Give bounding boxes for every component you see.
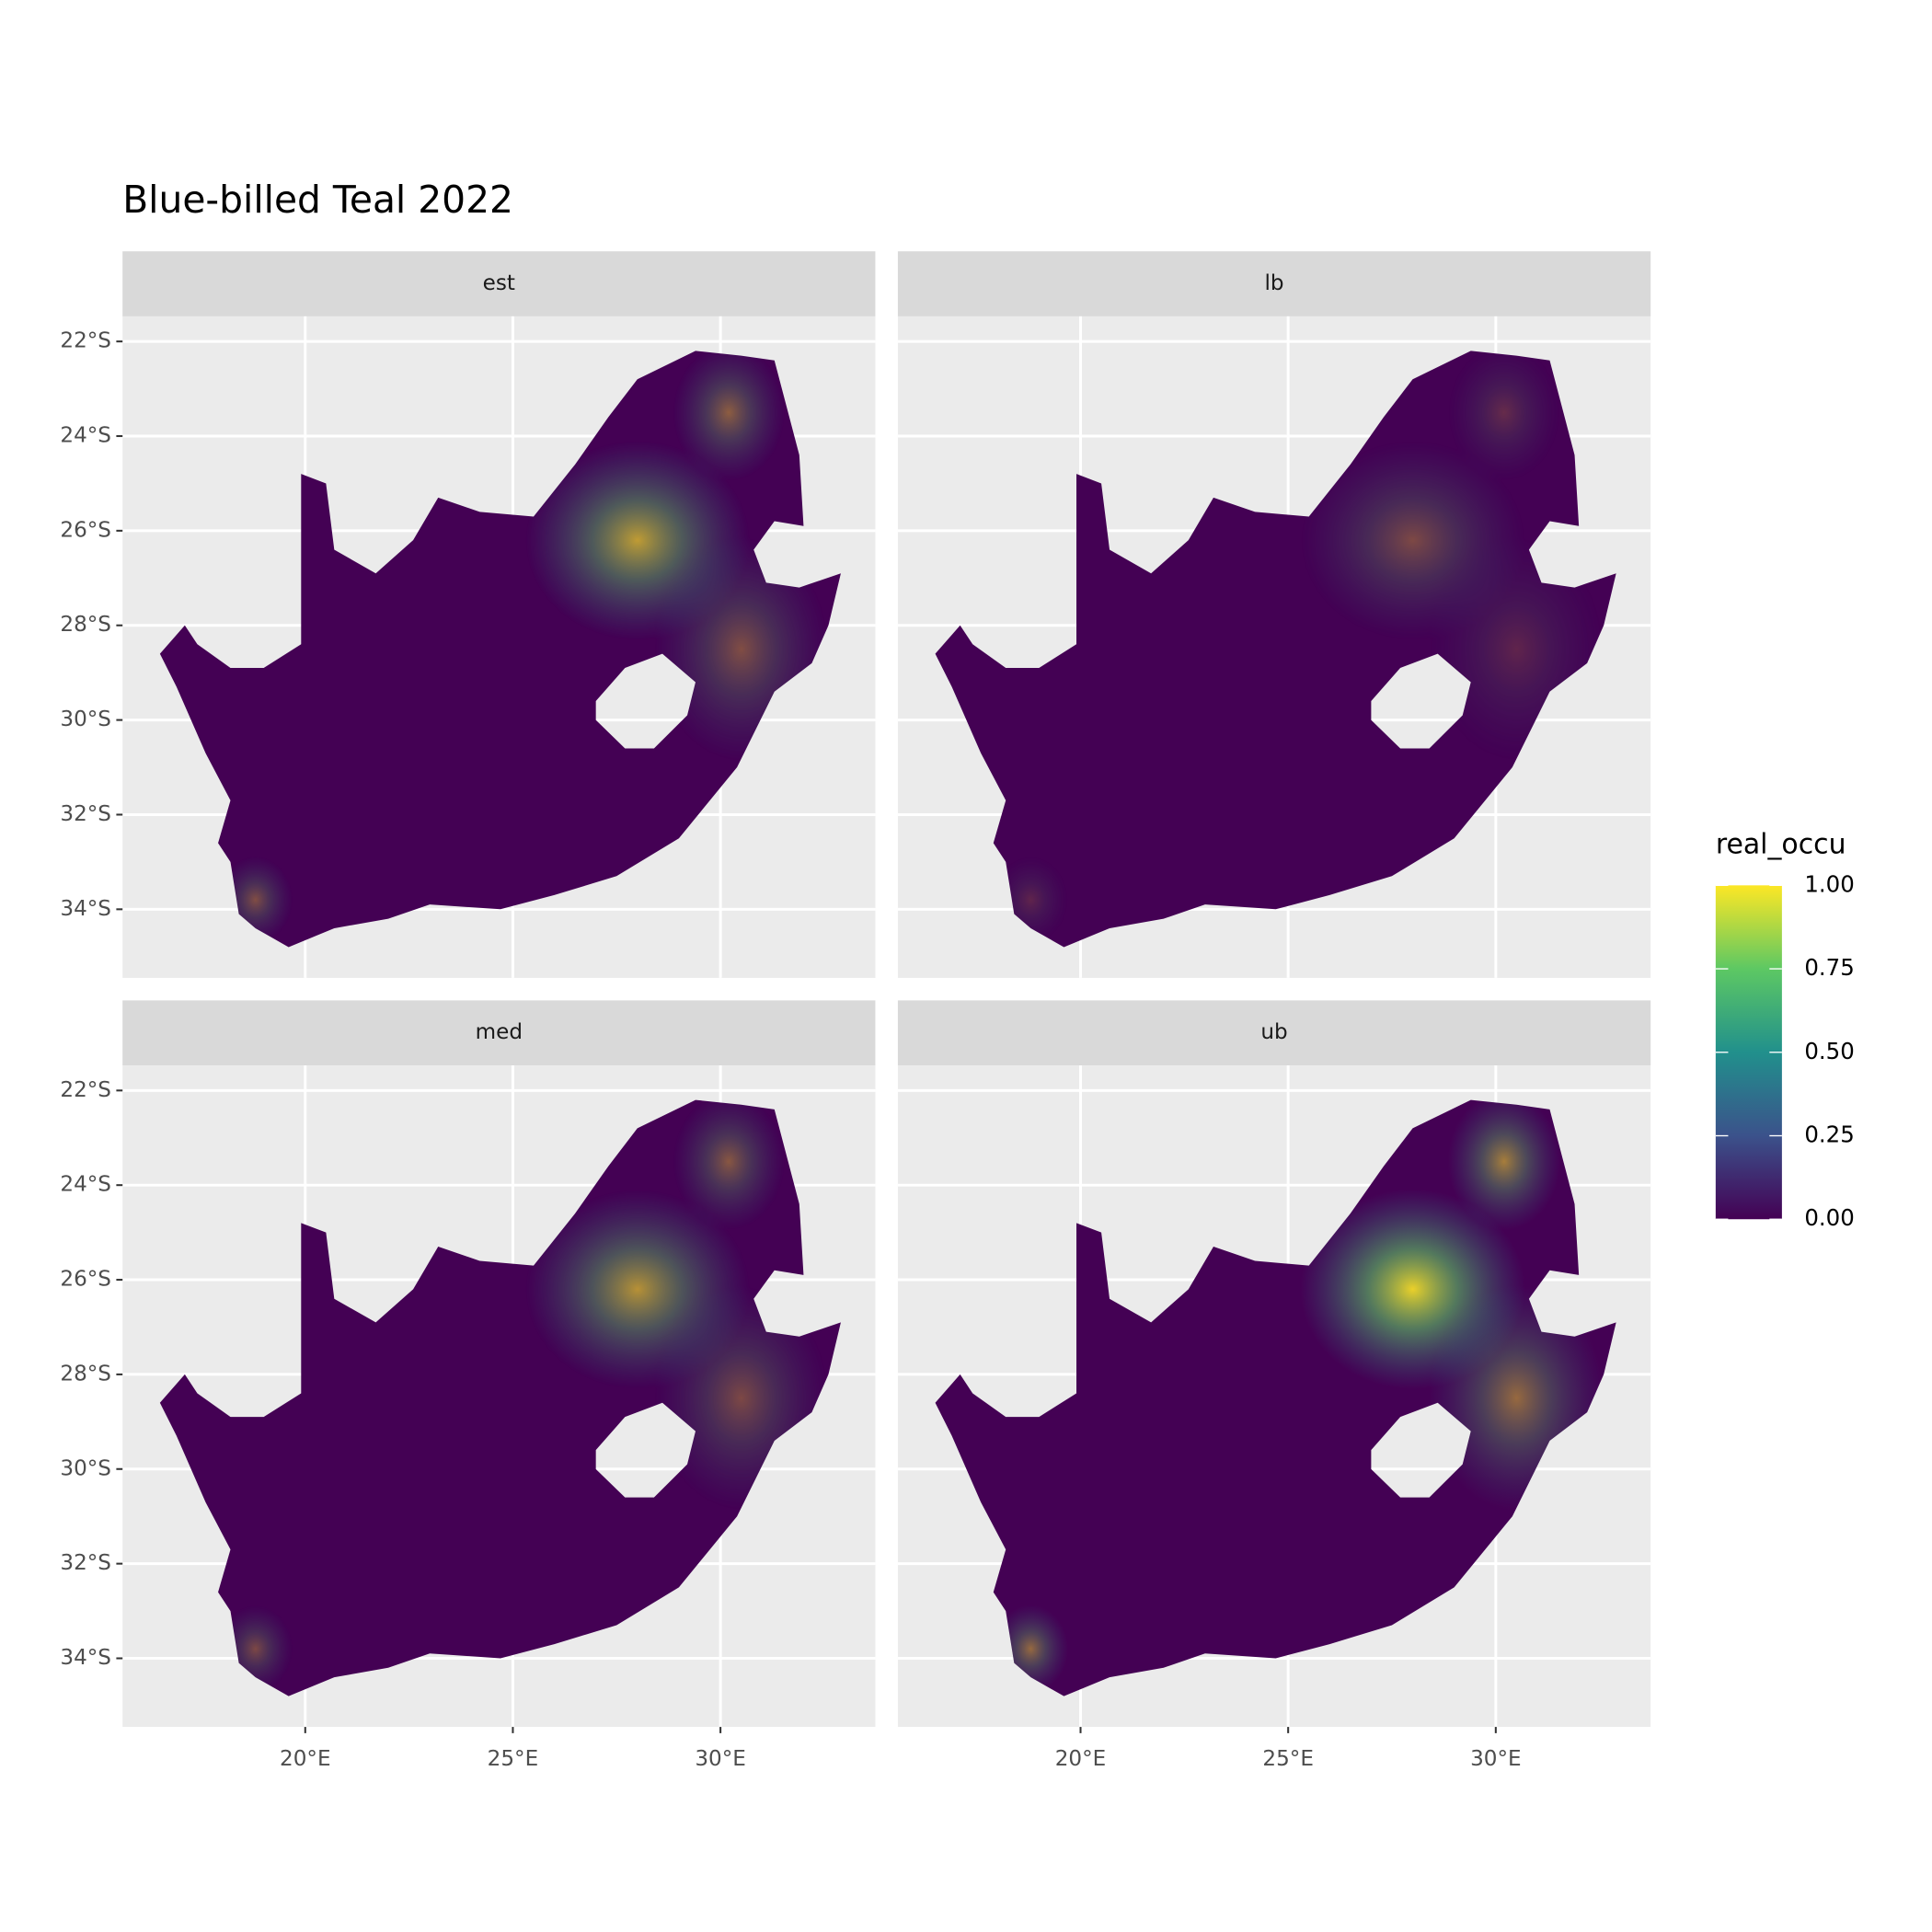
- raster-texture: [993, 351, 1604, 944]
- y-tick-label: 28°S: [60, 613, 111, 637]
- legend-tick-label: 1.00: [1804, 870, 1854, 897]
- y-tick-label: 30°S: [60, 707, 111, 731]
- y-tick-label: 26°S: [60, 1268, 111, 1292]
- strip: [897, 251, 1651, 316]
- legend-tick-label: 0.00: [1804, 1204, 1854, 1231]
- y-tick-label: 34°S: [60, 1646, 111, 1670]
- legend-tick-label: 0.25: [1804, 1121, 1854, 1148]
- y-tick-label: 24°S: [60, 424, 111, 448]
- x-tick-label: 25°E: [1262, 1747, 1314, 1771]
- strip-label: est: [483, 271, 515, 295]
- strip-label: med: [476, 1020, 523, 1044]
- x-tick-label: 30°E: [1470, 1747, 1522, 1771]
- y-tick-label: 22°S: [60, 1078, 111, 1102]
- x-tick-label: 25°E: [488, 1747, 539, 1771]
- strip: [122, 251, 876, 316]
- strip: [897, 1000, 1651, 1066]
- strip: [122, 1000, 876, 1066]
- x-tick-label: 30°E: [695, 1747, 746, 1771]
- strip-label: lb: [1265, 271, 1284, 295]
- x-tick-label: 20°E: [1055, 1747, 1107, 1771]
- y-tick-label: 26°S: [60, 518, 111, 542]
- y-tick-label: 34°S: [60, 897, 111, 921]
- y-tick-label: 32°S: [60, 802, 111, 826]
- legend-title: real_occu: [1716, 828, 1846, 860]
- raster-texture: [217, 1099, 829, 1693]
- legend-tick-label: 0.75: [1804, 954, 1854, 981]
- hotspot: [672, 1099, 786, 1231]
- y-tick-label: 30°S: [60, 1456, 111, 1480]
- y-tick-label: 32°S: [60, 1551, 111, 1575]
- legend-tick-label: 0.50: [1804, 1038, 1854, 1064]
- strip-label: ub: [1260, 1020, 1287, 1044]
- x-tick-label: 20°E: [280, 1747, 331, 1771]
- y-tick-label: 28°S: [60, 1362, 111, 1386]
- y-tick-label: 24°S: [60, 1173, 111, 1197]
- raster-texture: [993, 1099, 1604, 1693]
- chart-title: Blue-billed Teal 2022: [122, 178, 513, 222]
- hotspot: [1447, 351, 1561, 482]
- y-tick-label: 22°S: [60, 329, 111, 353]
- hotspot: [672, 351, 786, 482]
- hotspot: [1447, 1099, 1561, 1231]
